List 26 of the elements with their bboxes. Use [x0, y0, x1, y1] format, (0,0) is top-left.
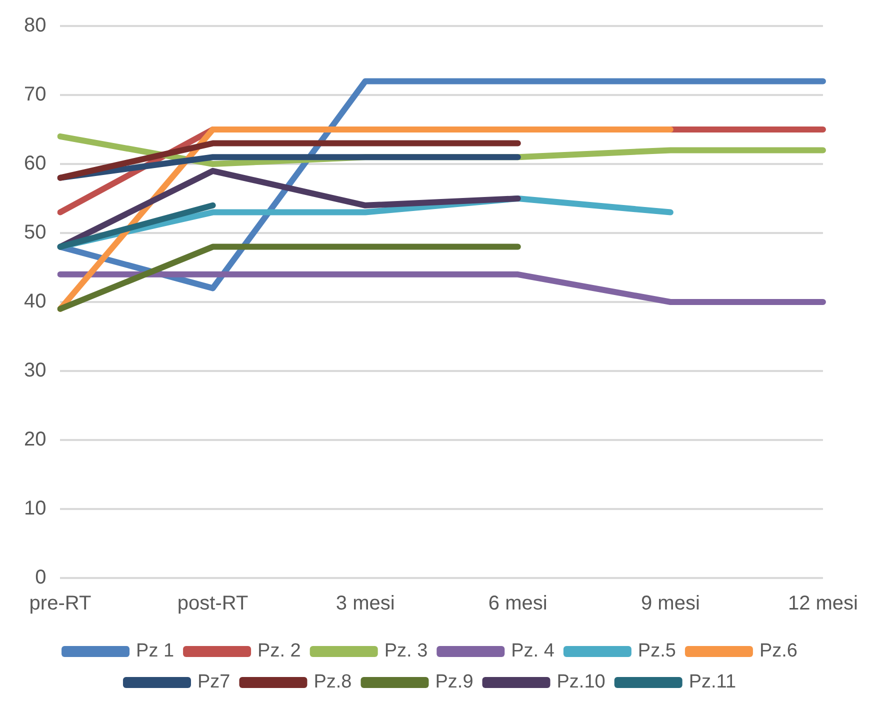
y-tick-label: 20	[24, 428, 46, 451]
y-tick-label: 70	[24, 84, 46, 106]
legend-label: Pz.10	[556, 672, 606, 693]
x-tick-label: 9 mesi	[640, 592, 700, 615]
legend-label: Pz.8	[314, 672, 352, 693]
legend-label: Pz. 2	[258, 640, 301, 662]
legend-label: Pz.11	[688, 672, 736, 693]
legend-label: Pz7	[197, 672, 230, 693]
y-tick-label: 80	[24, 14, 46, 37]
x-tick-label: pre-RT	[29, 592, 92, 615]
x-tick-label: 12 mesi	[788, 592, 858, 615]
y-tick-label: 30	[24, 360, 46, 382]
y-tick-label: 40	[24, 290, 46, 313]
y-tick-label: 60	[24, 152, 46, 175]
x-tick-label: post-RT	[177, 592, 248, 615]
y-tick-label: 10	[24, 498, 46, 520]
x-tick-label: 3 mesi	[336, 592, 395, 615]
legend-label: Pz.5	[638, 640, 676, 662]
legend-label: Pz.6	[759, 640, 798, 662]
legend-label: Pz. 4	[511, 640, 555, 662]
y-tick-label: 0	[35, 566, 46, 589]
legend-label: Pz. 3	[384, 640, 428, 662]
x-tick-label: 6 mesi	[488, 592, 548, 615]
legend-label: Pz 1	[136, 640, 174, 662]
y-tick-label: 50	[24, 222, 46, 244]
legend-label: Pz.9	[435, 672, 474, 693]
